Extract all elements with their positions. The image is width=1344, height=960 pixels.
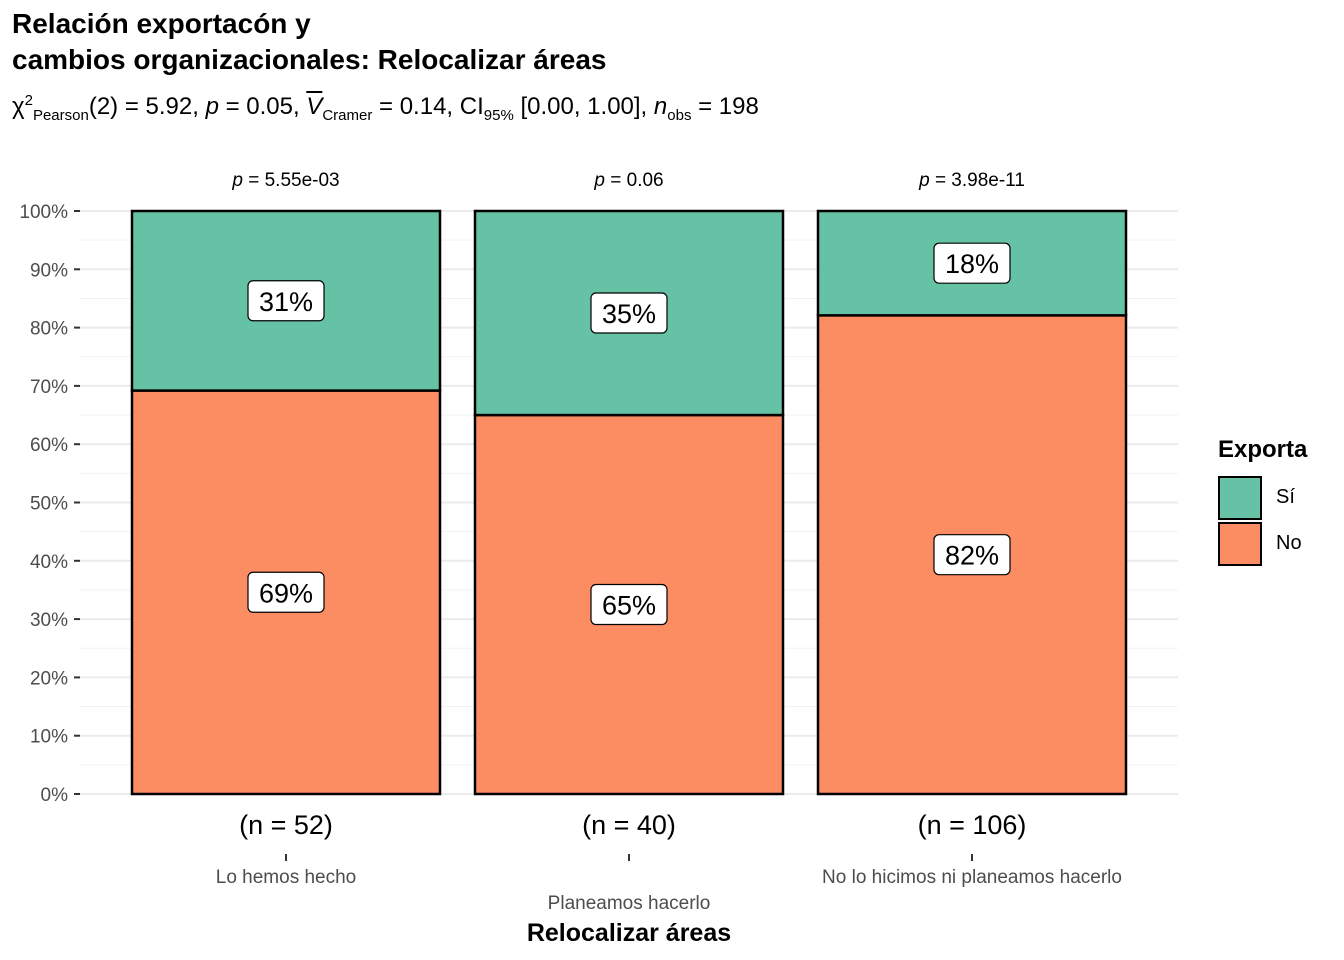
n-subscript: obs: [667, 106, 692, 124]
x-axis-title: Relocalizar áreas: [527, 919, 731, 947]
y-tick-label: 0%: [41, 785, 69, 806]
y-tick-label: 80%: [30, 319, 68, 340]
data-label-box: [590, 583, 668, 626]
data-label-box: [247, 571, 325, 613]
data-label-box: [933, 534, 1011, 576]
y-tick-label: 100%: [19, 202, 68, 223]
p-value-label: p = 5.55e-03: [231, 170, 339, 191]
legend-swatch-si: [1218, 476, 1262, 520]
chi-symbol: χ: [12, 93, 25, 120]
y-tick-label: 10%: [30, 727, 68, 748]
x-tick-label: Planeamos hacerlo: [548, 893, 711, 914]
data-label-box: [933, 242, 1011, 284]
p-symbol: p: [205, 93, 219, 120]
title-line-1: Relación exportacón y: [12, 8, 311, 39]
title-line-2: cambios organizacionales: Relocalizar ár…: [12, 44, 607, 75]
legend-swatch-no: [1218, 522, 1262, 566]
p-value-label: p = 0.06: [593, 170, 663, 191]
y-tick-label: 70%: [30, 377, 68, 398]
chi-subscript: Pearson: [32, 106, 89, 124]
v-value: = 0.14, CI: [372, 93, 484, 120]
v-subscript: Cramer: [322, 106, 373, 124]
p-value-label: p = 3.98e-11: [918, 170, 1025, 191]
data-label: 65%: [602, 591, 656, 621]
ci-value: [0.00, 1.00],: [513, 93, 654, 120]
y-tick-label: 40%: [30, 552, 68, 573]
data-label: 31%: [259, 287, 313, 317]
legend-label-si: Sí: [1276, 486, 1295, 508]
legend-item-no: No: [1218, 522, 1344, 566]
chart-title: Relación exportacón y cambios organizaci…: [12, 6, 606, 78]
y-tick-label: 20%: [30, 668, 68, 689]
x-tick-label: No lo hicimos ni planeamos hacerlo: [822, 867, 1122, 888]
data-label: 69%: [259, 578, 313, 608]
data-label: 18%: [945, 249, 999, 279]
y-tick-label: 50%: [30, 494, 68, 515]
chi-superscript: 2: [24, 92, 33, 109]
n-label: (n = 40): [582, 810, 676, 840]
x-tick-label: Lo hemos hecho: [216, 867, 357, 888]
y-tick-label: 30%: [30, 610, 68, 631]
legend-item-si: Sí: [1218, 476, 1344, 520]
chi-value: (2) = 5.92,: [88, 93, 206, 120]
n-value: = 198: [691, 93, 759, 120]
n-label: (n = 106): [918, 810, 1027, 840]
y-tick-label: 60%: [30, 435, 68, 456]
p-value: = 0.05,: [218, 93, 307, 120]
data-label-box: [590, 292, 668, 334]
ci-subscript: 95%: [483, 106, 514, 124]
legend-label-no: No: [1276, 532, 1302, 554]
v-symbol: V: [306, 93, 323, 120]
data-label-box: [247, 280, 325, 322]
data-label: 82%: [945, 541, 999, 571]
n-label: (n = 52): [239, 810, 333, 840]
legend-title: Exporta: [1218, 436, 1308, 463]
n-symbol: n: [653, 93, 668, 120]
data-label: 35%: [602, 299, 656, 329]
y-tick-label: 90%: [30, 260, 68, 281]
chart-subtitle: χ2Pearson(2) = 5.92, p = 0.05, VCramer =…: [12, 92, 759, 124]
